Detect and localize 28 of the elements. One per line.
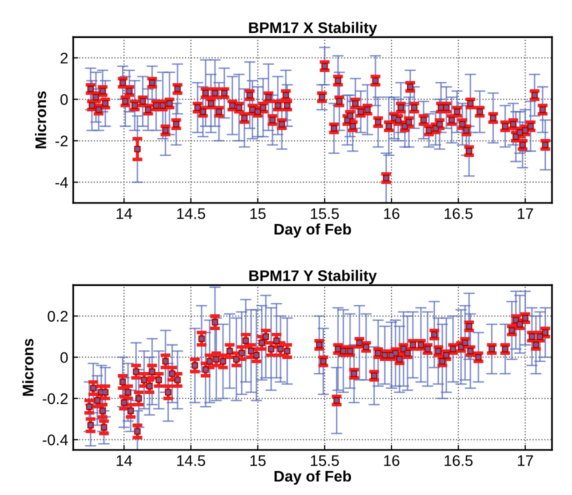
x-axis-title: Day of Feb: [274, 470, 352, 485]
y-tick-label: 0: [60, 352, 68, 363]
x-tick-label: 14.5: [177, 208, 206, 220]
x-tick-label: 16.5: [444, 208, 473, 220]
x-tick-label: 15.5: [310, 455, 339, 466]
y-tick-label: 2: [60, 52, 68, 64]
x-tick-label: 16.5: [444, 455, 473, 466]
x-tick-label: 16: [384, 208, 400, 220]
x-tick-label: 14: [116, 455, 132, 466]
y-tick-label: -4: [55, 177, 68, 188]
x-tick-label: 14: [116, 208, 132, 219]
y-tick-label: 0: [60, 94, 68, 105]
y-tick-label: -2: [55, 136, 68, 146]
chart-title: BPM17 Y Stability: [249, 270, 377, 284]
y-axis-title: Microns: [22, 338, 34, 396]
x-tick-label: 15: [250, 208, 266, 220]
y-tick-label: 0.2: [48, 310, 68, 322]
x-tick-label: 16: [384, 455, 400, 466]
x-tick-label: 15.5: [310, 208, 339, 220]
y-tick-label: -0.2: [42, 393, 68, 404]
x-tick-label: 17: [518, 208, 533, 219]
chart-title: BPM17 X Stability: [249, 22, 378, 36]
y-axis-title: Microns: [34, 91, 46, 148]
x-tick-label: 14.5: [177, 455, 206, 466]
x-axis-title: Day of Feb: [274, 223, 352, 238]
y-tick-label: -0.4: [42, 434, 68, 446]
x-tick-label: 15: [250, 455, 266, 466]
x-tick-label: 17: [518, 455, 533, 466]
